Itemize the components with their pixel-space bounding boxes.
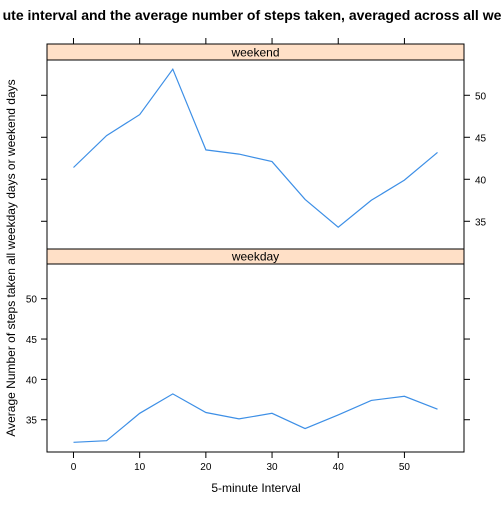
strip-label: weekday: [231, 250, 279, 264]
panel-weekday: weekday 35 40 45 50: [26, 248, 470, 453]
x-tick-label: 20: [200, 462, 212, 473]
panel-frame: [46, 59, 465, 250]
y-tick-label: 45: [26, 335, 38, 346]
y-tick-label: 40: [475, 175, 487, 186]
x-tick-label: 50: [399, 462, 411, 473]
x-tick-label: 40: [333, 462, 345, 473]
panel-strip: [46, 248, 465, 265]
y-tick-label: 40: [26, 375, 38, 386]
panels-layer: weekend 35 40 45 50 weekday 35 40 45 50 0 10 20 30 40 5…: [26, 38, 487, 473]
series-line-weekend: [73, 67, 438, 228]
y-tick-label: 50: [475, 91, 487, 102]
x-tick-label: 0: [71, 462, 77, 473]
strip-label: weekend: [230, 46, 279, 60]
x-axis-label: 5-minute Interval: [211, 481, 300, 495]
y-tick-label: 50: [26, 295, 38, 306]
x-tick-label: 30: [266, 462, 278, 473]
panel-strip: [46, 43, 465, 61]
y-tick-label: 35: [475, 217, 487, 228]
chart-title: ute interval and the average number of s…: [3, 7, 502, 23]
y-tick-label: 35: [26, 416, 38, 427]
y-axis-label: Average Number of steps taken all weekda…: [4, 79, 18, 436]
y-tick-label: 45: [475, 133, 487, 144]
panel-frame: [46, 263, 465, 453]
series-line-weekday: [73, 393, 438, 443]
panel-weekend: weekend 35 40 45 50: [41, 43, 487, 250]
x-tick-label: 10: [134, 462, 146, 473]
